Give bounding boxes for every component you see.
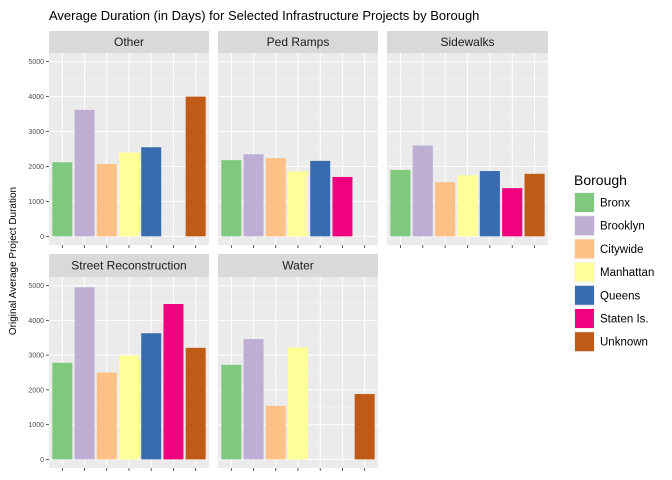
bar-other-bronx xyxy=(52,162,73,237)
facet-strip-label: Sidewalks xyxy=(440,35,494,49)
legend-title: Borough xyxy=(574,172,627,188)
bar-other-brooklyn xyxy=(74,109,95,237)
y-tick-label: 5000 xyxy=(28,59,44,66)
facet-other: Other 0 1000 2000 3000 4000 5000 xyxy=(28,31,209,248)
bar-street-reconstruction-queens xyxy=(141,333,162,460)
facet-street-reconstruction: Street Reconstruction 0 1000 2000 3000 4000 50… xyxy=(28,254,209,471)
facet-strip xyxy=(49,31,209,53)
legend-label: Bronx xyxy=(600,198,630,210)
bar-sidewalks-bronx xyxy=(390,169,411,237)
bar-water-citywide xyxy=(265,405,286,460)
legend-item-unknown: Unknown xyxy=(574,331,648,353)
bar-water-unknown xyxy=(354,394,375,460)
legend-item-bronx: Bronx xyxy=(574,192,630,213)
facet-strip-label: Ped Ramps xyxy=(267,35,330,49)
bar-water-manhattan xyxy=(288,347,308,460)
legend-item-citywide: Citywide xyxy=(574,238,643,260)
legend-item-manhattan: Manhattan xyxy=(574,261,654,283)
facet-strip-label: Other xyxy=(114,35,144,49)
y-tick-label: 4000 xyxy=(28,318,44,325)
legend-swatch xyxy=(575,239,594,259)
facet-panels: Other 0 1000 2000 3000 4000 5000 Ped Ramps Sidew… xyxy=(28,31,548,471)
legend-swatch xyxy=(575,262,594,282)
bar-other-manhattan xyxy=(119,152,139,237)
bar-street-reconstruction-unknown xyxy=(185,347,206,460)
legend-label: Brooklyn xyxy=(600,221,645,233)
facet-strip xyxy=(218,254,378,277)
legend-swatch xyxy=(575,193,594,212)
legend-swatch xyxy=(575,309,594,328)
bar-other-citywide xyxy=(96,164,117,237)
bar-ped-ramps-staten-is xyxy=(332,176,353,237)
legend-item-staten-is: Staten Is. xyxy=(574,308,649,329)
legend-label: Queens xyxy=(600,290,641,302)
bar-sidewalks-staten-is xyxy=(502,188,523,237)
y-tick-label: 5000 xyxy=(28,283,44,290)
y-tick-label: 0 xyxy=(40,234,44,241)
bar-water-bronx xyxy=(221,364,242,460)
facet-sidewalks: Sidewalks xyxy=(387,31,548,248)
bar-water-brooklyn xyxy=(243,339,264,460)
facet-strip xyxy=(387,31,548,53)
legend-swatch xyxy=(575,332,594,352)
bar-street-reconstruction-staten-is xyxy=(163,304,184,460)
bar-street-reconstruction-bronx xyxy=(52,362,73,460)
legend-label: Unknown xyxy=(600,337,648,349)
bar-ped-ramps-bronx xyxy=(221,160,242,237)
facet-strip xyxy=(218,31,378,53)
legend: Borough Bronx Brooklyn Citywide Manhattan Qu… xyxy=(574,172,654,353)
bar-ped-ramps-citywide xyxy=(265,158,286,237)
legend-item-brooklyn: Brooklyn xyxy=(574,215,645,237)
bar-ped-ramps-queens xyxy=(310,160,331,237)
facet-strip-label: Water xyxy=(282,259,314,273)
y-tick-label: 2000 xyxy=(28,164,44,171)
legend-label: Citywide xyxy=(600,244,643,256)
bar-sidewalks-brooklyn xyxy=(412,145,433,237)
bar-other-unknown xyxy=(185,96,206,237)
bar-sidewalks-unknown xyxy=(524,173,545,237)
facet-strip xyxy=(49,254,209,277)
legend-swatch xyxy=(575,285,594,305)
y-tick-label: 1000 xyxy=(28,422,44,429)
y-axis-label: Original Average Project Duration xyxy=(8,187,19,335)
y-tick-label: 3000 xyxy=(28,129,44,136)
legend-swatch xyxy=(575,216,594,236)
bar-ped-ramps-manhattan xyxy=(288,171,308,237)
bar-sidewalks-manhattan xyxy=(457,175,478,237)
bar-street-reconstruction-citywide xyxy=(96,372,117,460)
bar-other-queens xyxy=(141,147,162,237)
y-tick-label: 4000 xyxy=(28,94,44,101)
y-tick-label: 0 xyxy=(40,457,44,464)
chart-title: Average Duration (in Days) for Selected … xyxy=(49,8,479,23)
bar-ped-ramps-brooklyn xyxy=(243,154,264,237)
facet-ped-ramps: Ped Ramps xyxy=(218,31,378,248)
legend-label: Manhattan xyxy=(600,267,654,279)
y-tick-label: 2000 xyxy=(28,387,44,394)
bar-street-reconstruction-brooklyn xyxy=(74,287,95,460)
y-tick-label: 3000 xyxy=(28,353,44,360)
facet-water: Water xyxy=(218,254,378,471)
legend-label: Staten Is. xyxy=(600,314,649,326)
legend-item-queens: Queens xyxy=(574,284,641,306)
y-tick-label: 1000 xyxy=(28,199,44,206)
bar-sidewalks-queens xyxy=(479,171,500,237)
bar-street-reconstruction-manhattan xyxy=(119,355,139,460)
facet-strip-label: Street Reconstruction xyxy=(71,259,186,273)
bar-sidewalks-citywide xyxy=(435,182,456,237)
